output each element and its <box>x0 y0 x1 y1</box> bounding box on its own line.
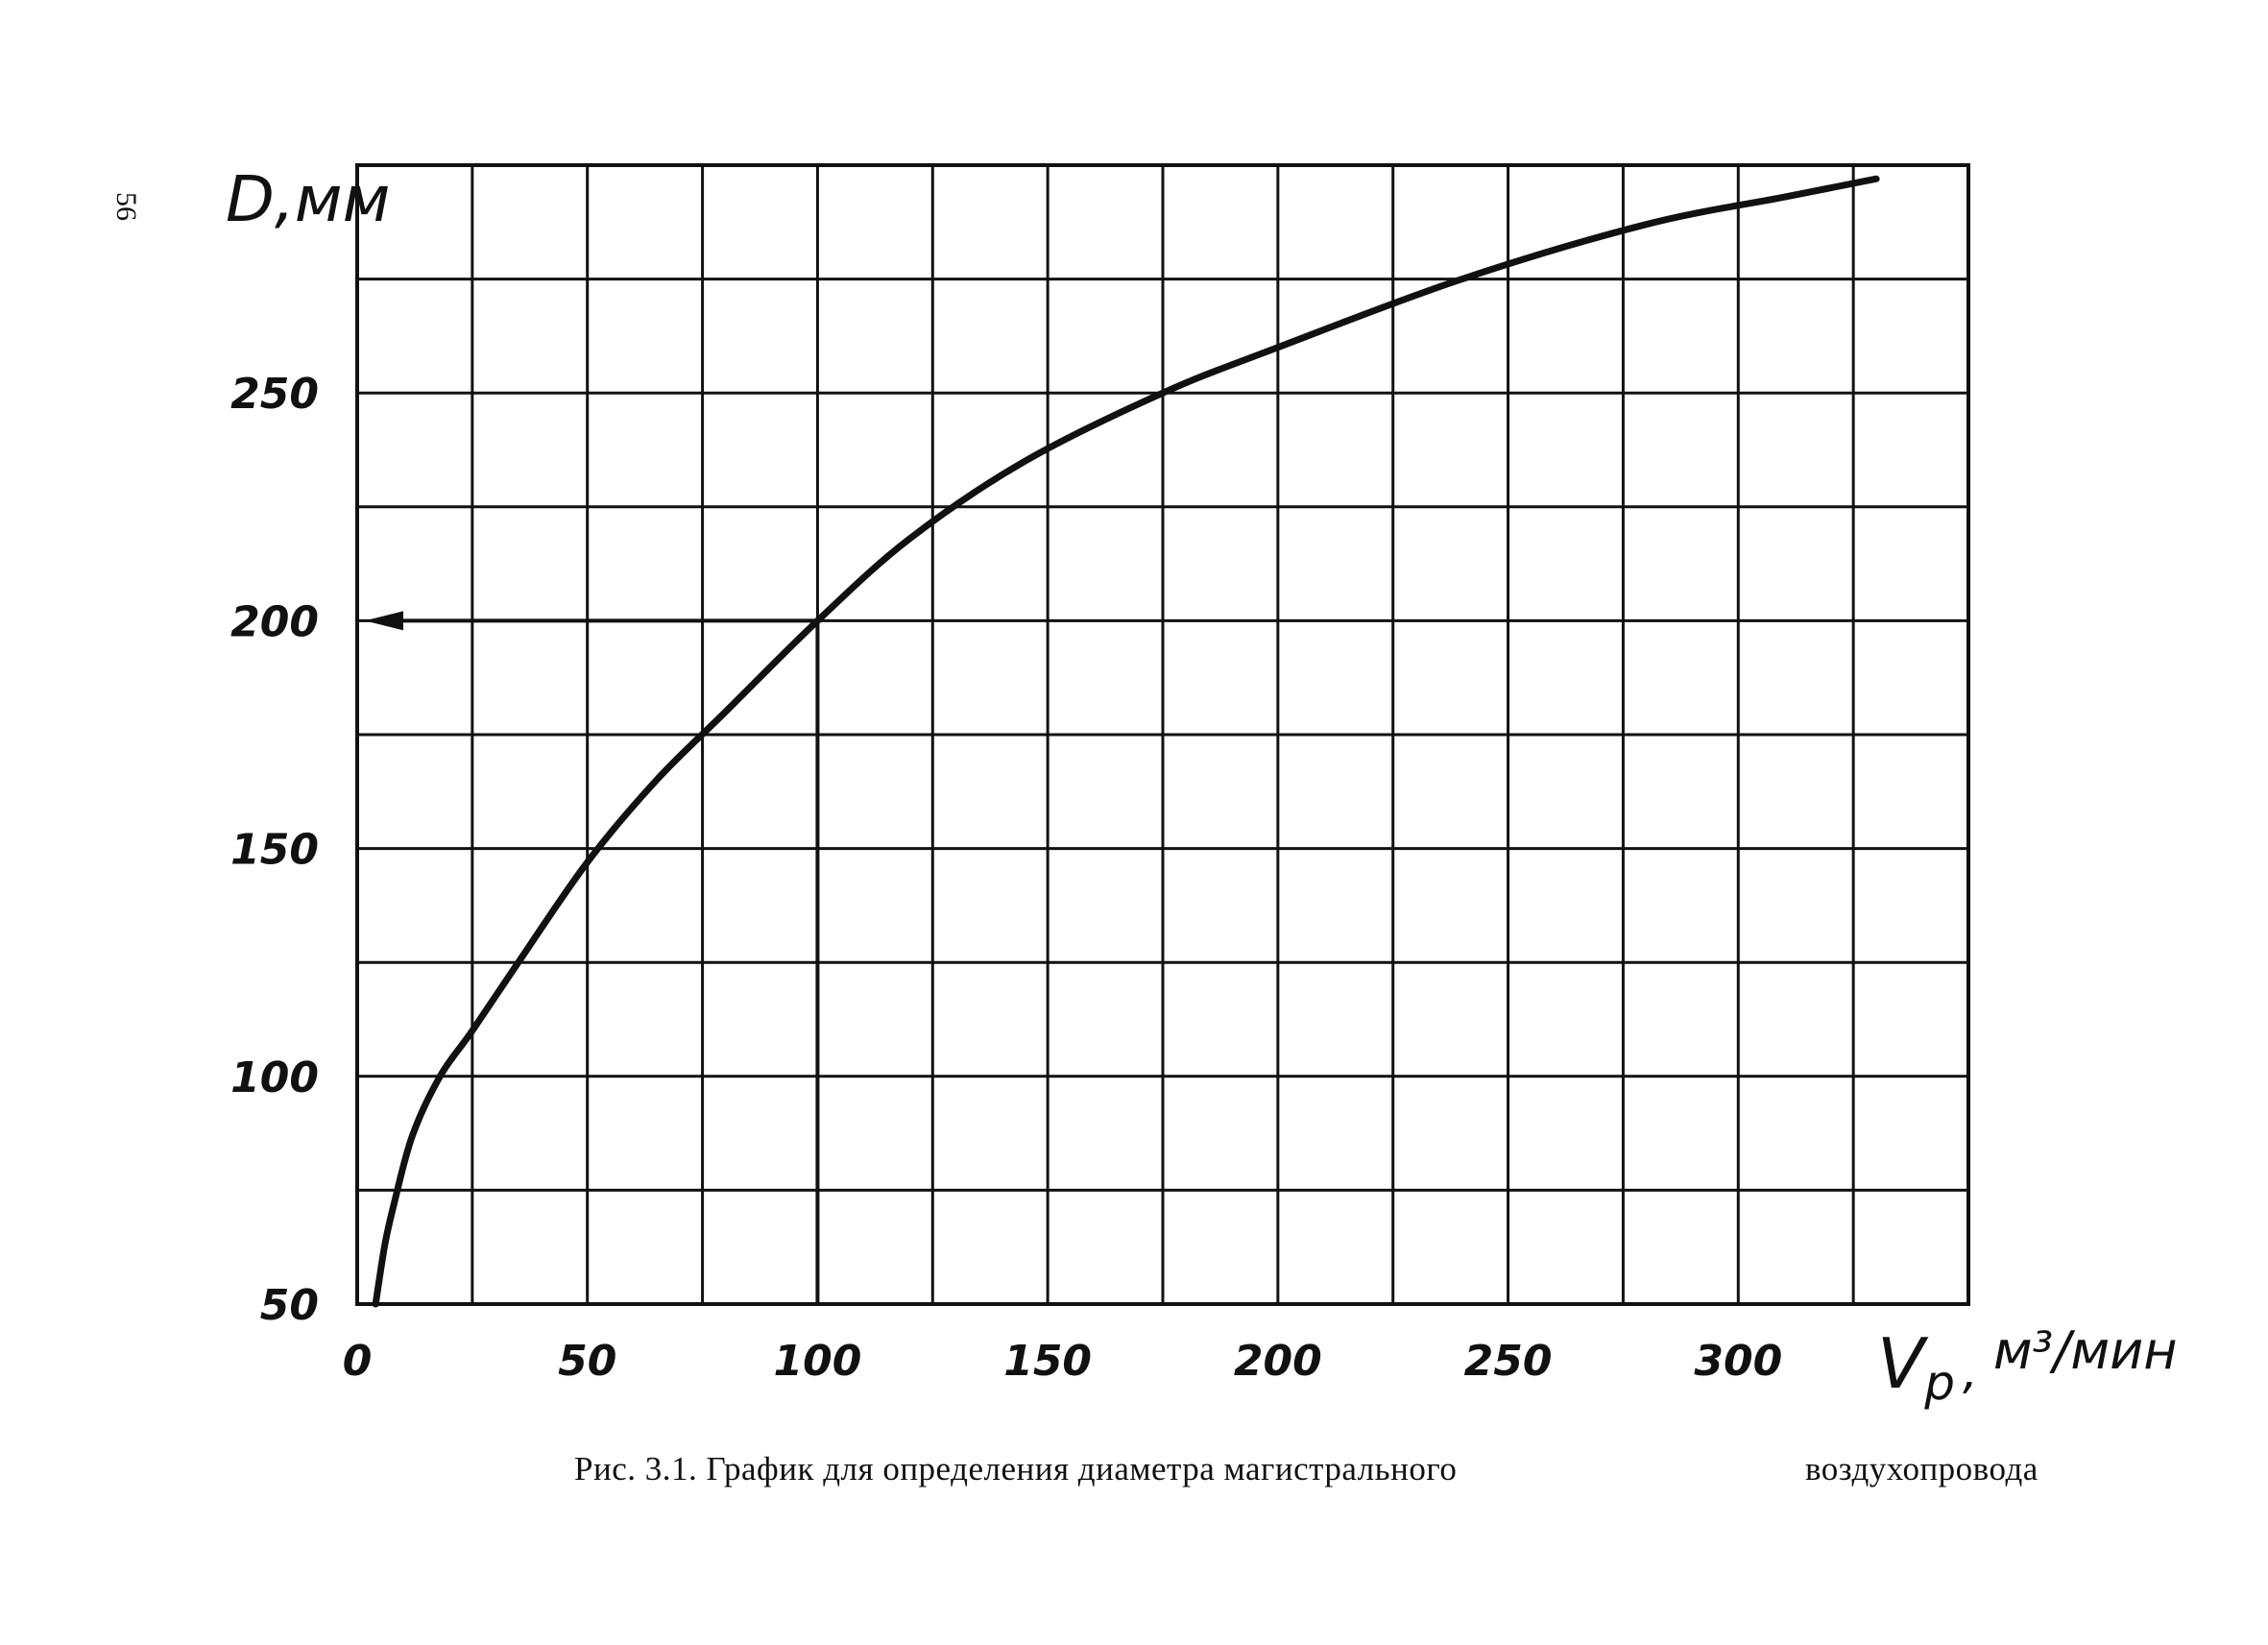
tick-labels: 0 50 100 150 200 250 300 50 100 150 200 250 <box>230 370 1782 1386</box>
figure-caption-continuation: воздухопровода <box>1805 1450 2039 1488</box>
example-arrowhead <box>365 611 403 631</box>
y-axis-label: D,мм <box>226 162 390 236</box>
x-tick-label: 200 <box>1234 1337 1322 1386</box>
x-tick-label: 150 <box>1003 1337 1092 1386</box>
plot-frame <box>355 163 1970 1306</box>
page-number: 56 <box>110 192 142 221</box>
x-tick-label: 100 <box>773 1337 861 1386</box>
example-guides <box>365 611 820 1304</box>
x-axis-label-sub: р <box>1923 1355 1955 1411</box>
y-tick-label: 200 <box>230 597 319 646</box>
y-tick-label: 150 <box>230 826 319 875</box>
x-axis-label-unit: м³/мин <box>1993 1320 2178 1381</box>
x-tick-label: 0 <box>343 1337 373 1386</box>
x-tick-label: 50 <box>558 1337 616 1386</box>
x-tick-label: 300 <box>1694 1337 1782 1386</box>
x-axis-label-main: V <box>1877 1323 1929 1404</box>
grid <box>357 165 1968 1304</box>
y-tick-label: 250 <box>230 370 319 419</box>
x-axis-label: Vр, м³/мин <box>1877 1320 2178 1411</box>
diameter-curve <box>372 175 1880 1308</box>
y-tick-label: 50 <box>260 1281 319 1330</box>
y-tick-label: 100 <box>230 1053 319 1102</box>
x-tick-label: 250 <box>1464 1337 1553 1386</box>
figure-caption: Рис. 3.1. График для определения диаметр… <box>574 1450 1458 1488</box>
